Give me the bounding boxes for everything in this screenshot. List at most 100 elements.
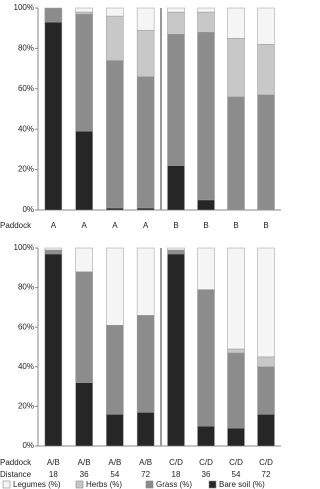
bar-segment [106, 60, 124, 209]
x-tick-label: A/B [139, 458, 152, 467]
y-tick-label: 80% [18, 283, 34, 292]
bar-segment [75, 130, 93, 211]
x-tick-label: A [143, 221, 149, 230]
x-tick-label: A [81, 221, 87, 230]
x-tick-label: A [51, 221, 57, 230]
bar-segment [106, 247, 124, 326]
y-tick-label: 60% [18, 322, 34, 331]
legend-swatch [145, 480, 154, 489]
bar-segment [44, 7, 63, 23]
y-tick-label: 40% [18, 362, 34, 371]
x-tick-label: A/B [78, 458, 91, 467]
y-tick-label: 0% [22, 205, 34, 214]
x-tick-label: 72 [262, 470, 271, 479]
bar-segment [227, 427, 245, 447]
bar-segment [227, 348, 245, 354]
legend-swatch [208, 480, 217, 489]
bar-segment [136, 315, 155, 413]
bar-segment [44, 249, 63, 255]
bar-segment [75, 382, 93, 447]
x-tick-label: B [173, 221, 178, 230]
bar-segment [257, 356, 275, 368]
bar-segment [257, 94, 275, 211]
bar-segment [167, 253, 185, 447]
legend-label: Grass (%) [156, 480, 192, 489]
y-tick-label: 80% [18, 44, 34, 53]
bar-segment [106, 324, 124, 415]
bar-segment [136, 7, 155, 31]
x-row-label: Distance [0, 470, 32, 479]
y-tick-label: 100% [14, 243, 34, 252]
bar-segment [257, 7, 275, 45]
x-tick-label: C/D [169, 458, 183, 467]
legend-swatch [2, 480, 11, 489]
y-tick-label: 40% [18, 124, 34, 133]
bar-segment [227, 38, 245, 98]
bar-segment [227, 247, 245, 350]
y-tick-label: 20% [18, 402, 34, 411]
bar-segment [75, 7, 93, 13]
x-tick-label: C/D [259, 458, 273, 467]
bar-segment [197, 425, 215, 447]
bar-segment [167, 11, 185, 35]
bar-segment [106, 7, 124, 17]
bar-segment [227, 7, 245, 39]
x-row-label: Paddock [0, 221, 32, 230]
bar-segment [106, 414, 124, 447]
x-tick-label: A/B [108, 458, 121, 467]
y-tick-label: 100% [14, 3, 34, 12]
bar-segment [197, 199, 215, 211]
bar-segment [167, 165, 185, 211]
bar-segment [197, 31, 215, 201]
bar-segment [75, 247, 93, 273]
y-tick-label: 0% [22, 441, 34, 450]
x-tick-label: B [203, 221, 208, 230]
x-tick-label: C/D [199, 458, 213, 467]
legend-swatch [75, 480, 84, 489]
x-tick-label: B [233, 221, 238, 230]
bar-segment [106, 207, 124, 211]
x-tick-label: 36 [202, 470, 211, 479]
x-row-label: Paddock [0, 458, 32, 467]
chart: 0% 20% 40% 60% 80% 100% Paddock A A A A B B B B 0% 20% 40… [0, 3, 281, 489]
bar-segment [75, 11, 93, 15]
bar-segment [106, 15, 124, 61]
x-tick-label: 18 [49, 470, 58, 479]
bar-segment [197, 247, 215, 290]
bar-segment [44, 21, 63, 211]
legend-label: Bare soil (%) [219, 480, 265, 489]
bar-segment [136, 207, 155, 211]
bar-segment [136, 29, 155, 77]
bar-segment [136, 76, 155, 209]
bar-segment [44, 253, 63, 447]
x-tick-label: 54 [232, 470, 241, 479]
legend-label: Legumes (%) [13, 480, 61, 489]
bar-segment [257, 414, 275, 447]
x-tick-label: C/D [229, 458, 243, 467]
bar-segment [197, 11, 215, 33]
bar-segment [167, 249, 185, 255]
bar-segment [257, 44, 275, 96]
bar-segment [167, 34, 185, 166]
x-tick-label: 36 [80, 470, 89, 479]
bar-segment [167, 7, 185, 13]
bar-segment [136, 412, 155, 447]
x-tick-label: A/B [47, 458, 60, 467]
bar-segment [227, 96, 245, 211]
legend-label: Herbs (%) [86, 480, 122, 489]
bar-segment [44, 247, 63, 251]
bar-segment [75, 13, 93, 132]
y-tick-label: 60% [18, 84, 34, 93]
x-tick-label: 18 [172, 470, 181, 479]
x-tick-label: A [112, 221, 118, 230]
bar-segment [197, 7, 215, 13]
x-tick-label: B [263, 221, 268, 230]
bar-segment [75, 271, 93, 383]
bar-segment [167, 247, 185, 251]
bar-segment [257, 247, 275, 358]
y-tick-label: 20% [18, 165, 34, 174]
x-tick-label: 54 [110, 470, 119, 479]
bar-segment [197, 289, 215, 427]
x-tick-label: 72 [141, 470, 150, 479]
bar-segment [257, 366, 275, 415]
